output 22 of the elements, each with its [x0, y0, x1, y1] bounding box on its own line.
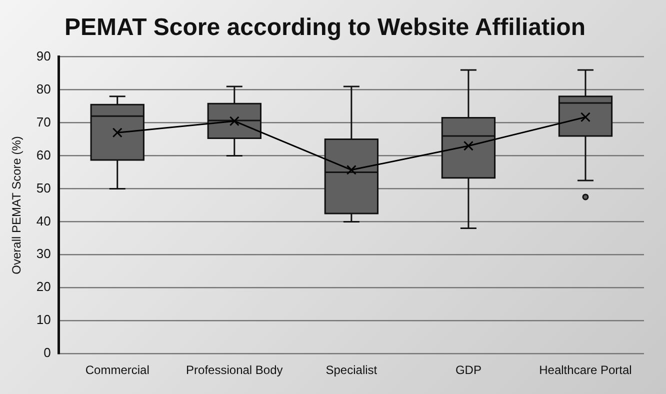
- x-tick-label: Healthcare Portal: [539, 363, 632, 378]
- chart-title: PEMAT Score according to Website Affiliation: [64, 14, 586, 42]
- y-tick-label: 40: [36, 213, 51, 228]
- point: [346, 164, 356, 175]
- y-axis-title: Overall PEMAT Score (%): [10, 136, 24, 274]
- y-tick-label: 80: [36, 81, 51, 96]
- y-tick-label: 10: [36, 312, 51, 328]
- y-tick-label: 0: [44, 345, 51, 360]
- y-tick-label: 60: [36, 147, 51, 162]
- point: [229, 116, 240, 126]
- y-tick-label: 50: [36, 180, 51, 196]
- y-tick-label: 70: [36, 114, 51, 130]
- x-tick-label: Professional Body: [186, 363, 283, 378]
- point: [112, 128, 122, 138]
- x-tick-label: Specialist: [326, 363, 378, 378]
- point: [463, 140, 474, 151]
- y-tick-label: 20: [36, 279, 51, 294]
- x-tick-label: GDP: [455, 363, 482, 378]
- point: [580, 112, 590, 122]
- y-tick-label: 30: [36, 246, 51, 262]
- y-tick-label: 90: [36, 48, 51, 64]
- x-tick-label: Commercial: [85, 363, 150, 378]
